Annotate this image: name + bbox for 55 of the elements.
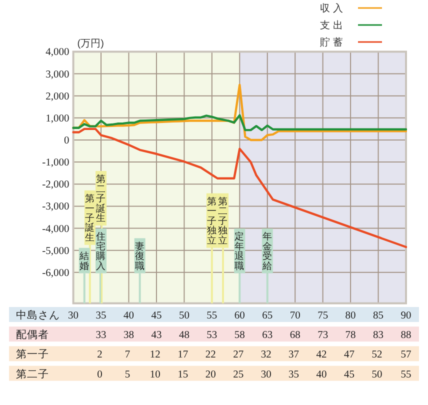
ytick: -6,000 bbox=[42, 268, 70, 279]
ytick: 0 bbox=[64, 135, 70, 146]
x2tick: 48 bbox=[178, 330, 190, 342]
xtick: 70 bbox=[290, 310, 300, 322]
xtick: 55 bbox=[206, 310, 218, 322]
ref-line-label: 定年退職 bbox=[234, 230, 245, 272]
xtick: 60 bbox=[234, 310, 245, 322]
x2tick: 33 bbox=[96, 330, 106, 342]
xtick: 75 bbox=[318, 310, 328, 322]
xtick: 35 bbox=[96, 310, 106, 322]
x2tick: 53 bbox=[206, 330, 218, 342]
x2tick: 38 bbox=[124, 330, 134, 342]
ref-line-label: 年金受給 bbox=[261, 230, 272, 272]
note-row-label: 第二子 bbox=[16, 368, 49, 380]
ref-line-label: 第二子誕生 bbox=[96, 173, 106, 224]
xtick: 90 bbox=[400, 310, 412, 322]
x2tick: 68 bbox=[290, 330, 300, 342]
legend-label: 支出 bbox=[320, 20, 346, 32]
xtick: 30 bbox=[68, 310, 79, 322]
legend-label: 貯蓄 bbox=[320, 38, 346, 48]
x2tick: 83 bbox=[373, 330, 384, 342]
ytick: 1,000 bbox=[46, 113, 70, 124]
ref-line-label: 結婚 bbox=[78, 251, 90, 272]
ytick: -1,000 bbox=[42, 158, 70, 169]
ref-line-label: 第一子誕生 bbox=[84, 192, 95, 244]
ytick: 3,000 bbox=[46, 69, 70, 80]
ytick: -3,000 bbox=[42, 202, 70, 213]
ytick: 4,000 bbox=[46, 47, 70, 58]
xtick: 65 bbox=[262, 310, 273, 322]
x2tick: 73 bbox=[318, 330, 328, 342]
ytick: -4,000 bbox=[42, 224, 70, 235]
xtick: 80 bbox=[345, 310, 356, 322]
ylabel: (万円) bbox=[77, 38, 104, 50]
x2tick: 43 bbox=[151, 330, 162, 342]
ytick: -5,000 bbox=[42, 246, 70, 257]
xtick: 50 bbox=[178, 310, 190, 322]
x2label: 配偶者 bbox=[16, 329, 49, 342]
xtick: 40 bbox=[124, 310, 134, 322]
note-row-entries: 0 5 10 15 20 25 30 35 40 45 50 55 bbox=[97, 369, 412, 380]
legend-label: 収入 bbox=[320, 4, 346, 14]
ytick: 2,000 bbox=[46, 91, 70, 102]
xlabel: 中島さん bbox=[16, 310, 60, 322]
x2tick: 78 bbox=[345, 330, 356, 342]
ref-line-label: 第二子独立 bbox=[218, 195, 228, 246]
ref-line-label: 住宅購入 bbox=[96, 232, 106, 272]
x2tick: 88 bbox=[400, 330, 412, 342]
x2tick: 58 bbox=[234, 330, 245, 342]
xtick: 85 bbox=[373, 310, 384, 322]
note-row-label: 第一子 bbox=[16, 348, 49, 361]
xtick: 45 bbox=[151, 310, 162, 322]
ref-line-label: 第一子独立 bbox=[206, 195, 217, 246]
note-row-entries: 2 7 12 17 22 27 32 37 42 47 52 57 bbox=[97, 350, 412, 361]
ref-line-label: 妻復職 bbox=[134, 240, 145, 272]
x2tick: 63 bbox=[262, 330, 273, 342]
ytick: -2,000 bbox=[42, 180, 70, 191]
